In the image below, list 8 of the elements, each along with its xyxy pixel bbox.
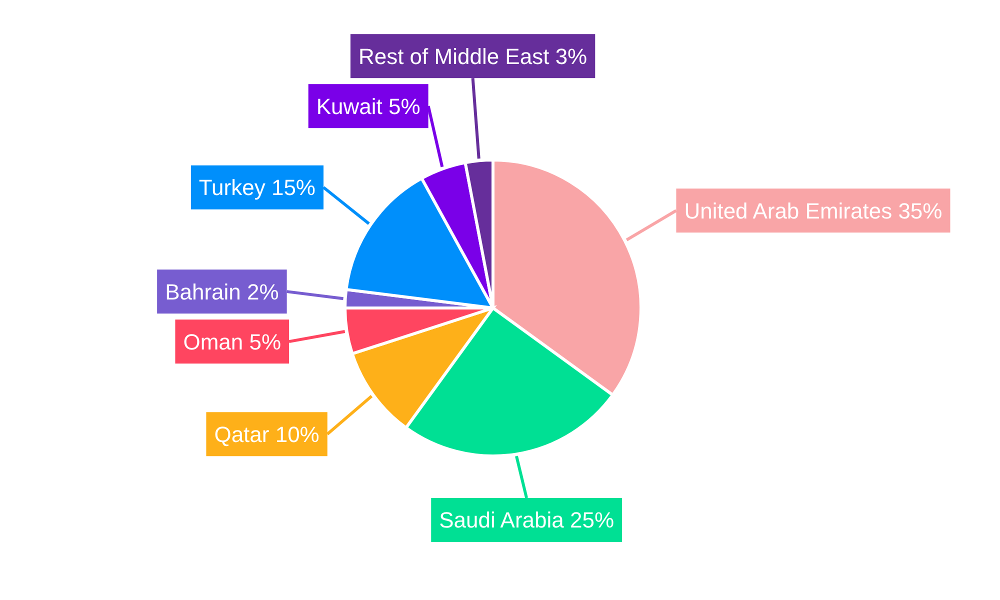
slice-label: Qatar 10%: [214, 422, 320, 447]
slice-label: United Arab Emirates 35%: [684, 198, 942, 224]
slice-label: Bahrain 2%: [165, 279, 279, 304]
slice-label: Saudi Arabia 25%: [439, 508, 614, 533]
slice-label: Rest of Middle East 3%: [358, 44, 588, 69]
slice-label: Kuwait 5%: [316, 94, 420, 119]
slice-label: Oman 5%: [183, 329, 282, 354]
slice-label: Turkey 15%: [198, 175, 316, 200]
